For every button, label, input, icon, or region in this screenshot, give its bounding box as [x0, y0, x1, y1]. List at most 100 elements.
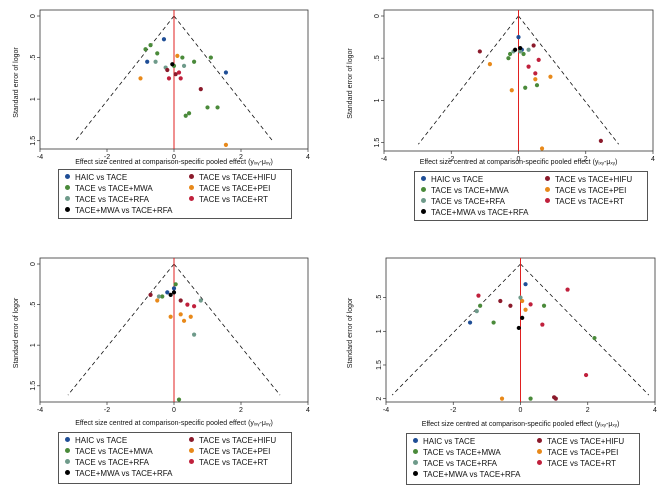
- legend-item: TACE vs TACE+RFA: [413, 459, 497, 469]
- data-point: [185, 302, 190, 307]
- data-point: [173, 72, 178, 77]
- legend-marker: [189, 196, 194, 201]
- y-tick-label: 1: [30, 343, 37, 347]
- funnel-plot-3: -4 -2 0 2 4 0 .5 1 1.5 Effect size centred at com…: [0, 247, 334, 494]
- data-point: [176, 70, 182, 75]
- funnel-left-line: [391, 263, 521, 396]
- data-point: [531, 43, 536, 48]
- legend-label: TACE vs TACE+MWA: [431, 186, 509, 195]
- legend-marker: [421, 209, 426, 214]
- legend-item: TACE vs TACE+RT: [189, 458, 268, 468]
- data-point: [176, 397, 182, 402]
- legend-label: TACE vs TACE+PEI: [199, 184, 271, 193]
- legend-marker: [545, 176, 550, 181]
- data-point: [521, 51, 526, 57]
- x-tick-label: -2: [104, 154, 110, 161]
- data-point: [491, 320, 496, 325]
- x-tick-label: 2: [586, 407, 590, 414]
- y-tick-label: .5: [374, 55, 381, 61]
- legend-label: TACE vs TACE+MWA: [75, 447, 153, 456]
- legend-3: HAIC vs TACE TACE vs TACE+HIFU TACE vs TAC…: [58, 432, 292, 484]
- x-axis-title: Effect size centred at comparison-specif…: [75, 159, 273, 166]
- data-point: [528, 302, 533, 307]
- funnel-right-line: [518, 15, 619, 145]
- y-tick-label: 1.5: [30, 136, 37, 146]
- x-tick-label: 2: [239, 154, 243, 161]
- data-point: [518, 295, 523, 300]
- data-point: [165, 67, 170, 73]
- legend-label: TACE vs TACE+PEI: [547, 448, 619, 457]
- data-point: [540, 322, 545, 327]
- x-tick-label: -2: [448, 156, 454, 163]
- data-point: [160, 294, 165, 299]
- legend-label: TACE+MWA vs TACE+RFA: [423, 470, 521, 479]
- data-point: [539, 146, 545, 151]
- x-tick-label: -2: [104, 407, 110, 414]
- y-tick-label: 1.5: [376, 360, 383, 370]
- legend-4: HAIC vs TACE TACE vs TACE+HIFU TACE vs TAC…: [406, 433, 640, 485]
- data-point: [565, 287, 570, 292]
- legend-marker: [65, 196, 70, 201]
- legend-marker: [65, 207, 70, 212]
- legend-label: HAIC vs TACE: [75, 436, 128, 445]
- legend-label: TACE vs TACE+RFA: [75, 195, 150, 204]
- data-point: [528, 396, 533, 401]
- funnel-plot-1-svg: -4 -2 0 2 4 0 .5 1 1.5 Effect size centred at com…: [13, 9, 310, 166]
- funnel-plot-3-svg: -4 -2 0 2 4 0 .5 1 1.5 Effect size centred at com…: [13, 257, 310, 427]
- x-tick-label: 0: [517, 156, 521, 163]
- legend-label: TACE vs TACE+HIFU: [555, 175, 633, 184]
- funnel-left-line: [73, 15, 175, 143]
- y-axis-title: Standard error of logor: [347, 297, 354, 368]
- data-point: [520, 298, 525, 304]
- data-point: [487, 61, 493, 67]
- funnel-left-line: [418, 15, 519, 145]
- legend-item: HAIC vs TACE: [413, 437, 475, 447]
- legend-label: HAIC vs TACE: [431, 175, 484, 184]
- data-point: [145, 59, 150, 64]
- legend-label: TACE vs TACE+HIFU: [199, 173, 277, 182]
- legend-item: HAIC vs TACE: [65, 173, 127, 183]
- data-point: [523, 307, 528, 312]
- data-point: [148, 42, 153, 48]
- funnel-plot-4-svg: -4 -2 0 2 4 .5 1 1.5 2 Effect size centred at com…: [347, 257, 657, 428]
- legend-marker: [65, 470, 70, 475]
- legend-label: TACE vs TACE+RT: [199, 458, 268, 467]
- funnel-right-line: [173, 15, 275, 143]
- legend-label: TACE vs TACE+HIFU: [547, 437, 625, 446]
- legend-marker: [421, 176, 426, 181]
- legend-marker: [545, 187, 550, 192]
- legend-marker: [65, 185, 70, 190]
- legend-marker: [65, 448, 70, 453]
- legend-item: TACE vs TACE+PEI: [537, 448, 618, 458]
- data-point: [155, 298, 160, 303]
- legend-item: TACE vs TACE+HIFU: [189, 436, 276, 446]
- legend-label: TACE vs TACE+RFA: [75, 458, 150, 467]
- legend-item: TACE vs TACE+RT: [537, 459, 616, 469]
- legend-item: TACE+MWA vs TACE+RFA: [65, 206, 173, 216]
- legend-item: TACE vs TACE+HIFU: [537, 437, 624, 447]
- legend-label: TACE vs TACE+PEI: [199, 447, 271, 456]
- legend-label: TACE vs TACE+PEI: [555, 186, 627, 195]
- legend-marker: [537, 460, 542, 465]
- data-point: [155, 51, 160, 56]
- y-tick-label: 1.5: [30, 381, 37, 391]
- data-point: [168, 314, 173, 319]
- x-tick-label: 4: [653, 407, 657, 414]
- legend-item: TACE vs TACE+MWA: [65, 184, 153, 194]
- data-point: [192, 304, 197, 309]
- legend-item: TACE+MWA vs TACE+RFA: [421, 208, 529, 218]
- data-point: [553, 396, 558, 401]
- data-point: [474, 309, 479, 314]
- x-tick-label: -4: [383, 407, 389, 414]
- data-point: [171, 286, 177, 291]
- x-tick-label: 0: [172, 407, 176, 414]
- funnel-plot-2: -4 -2 0 2 4 0 .5 1 1.5 Effect size centred at com…: [334, 0, 669, 247]
- data-point: [513, 47, 518, 52]
- data-point: [520, 315, 525, 320]
- data-point: [534, 83, 540, 88]
- data-point: [143, 47, 148, 52]
- data-point: [166, 76, 172, 81]
- data-point: [178, 298, 183, 303]
- x-tick-label: 4: [306, 154, 310, 161]
- data-point: [516, 325, 521, 331]
